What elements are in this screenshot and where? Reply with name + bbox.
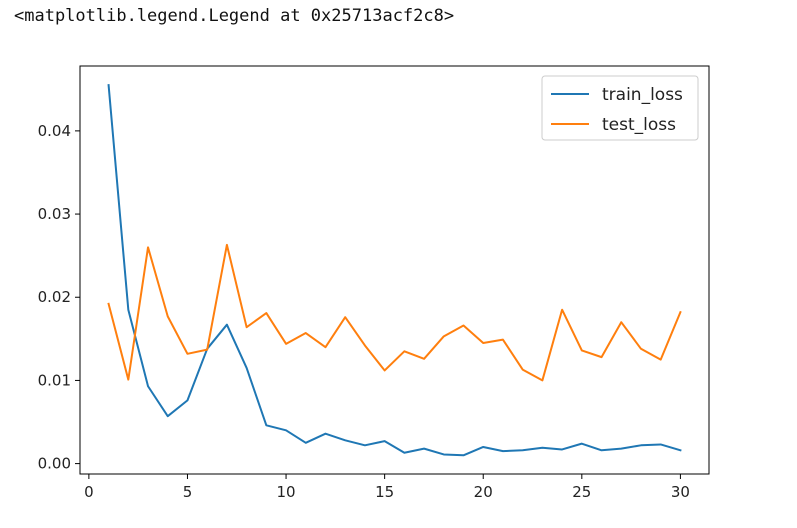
series-line-train-loss bbox=[107, 84, 682, 457]
axes-frame bbox=[79, 65, 710, 475]
x-tick-label: 5 bbox=[183, 483, 193, 501]
plot-area: 0 5 10 15 20 25 30 0.00 0.01 0.02 0.03 0.04 bbox=[38, 65, 710, 501]
legend-items: train_loss test_loss bbox=[551, 85, 683, 135]
y-tick-label: 0.01 bbox=[38, 371, 71, 389]
series-line-test-loss bbox=[107, 243, 682, 382]
series-layer bbox=[107, 84, 682, 457]
x-axis: 0 5 10 15 20 25 30 bbox=[84, 474, 690, 501]
legend-label-train-loss: train_loss bbox=[602, 85, 683, 105]
y-tick-label: 0.03 bbox=[38, 205, 71, 223]
y-tick-label: 0.04 bbox=[38, 122, 71, 140]
legend-label-test-loss: test_loss bbox=[602, 115, 676, 135]
x-tick-label: 10 bbox=[277, 483, 296, 501]
x-tick-label: 20 bbox=[474, 483, 493, 501]
cell-output-text: <matplotlib.legend.Legend at 0x25713acf2… bbox=[14, 6, 455, 26]
x-tick-label: 30 bbox=[671, 483, 690, 501]
y-tick-label: 0.02 bbox=[38, 288, 71, 306]
y-axis: 0.00 0.01 0.02 0.03 0.04 bbox=[38, 122, 80, 473]
x-tick-label: 0 bbox=[84, 483, 94, 501]
legend: train_loss test_loss bbox=[541, 75, 699, 141]
x-tick-label: 15 bbox=[375, 483, 394, 501]
y-tick-label: 0.00 bbox=[38, 455, 71, 473]
x-tick-label: 25 bbox=[572, 483, 591, 501]
